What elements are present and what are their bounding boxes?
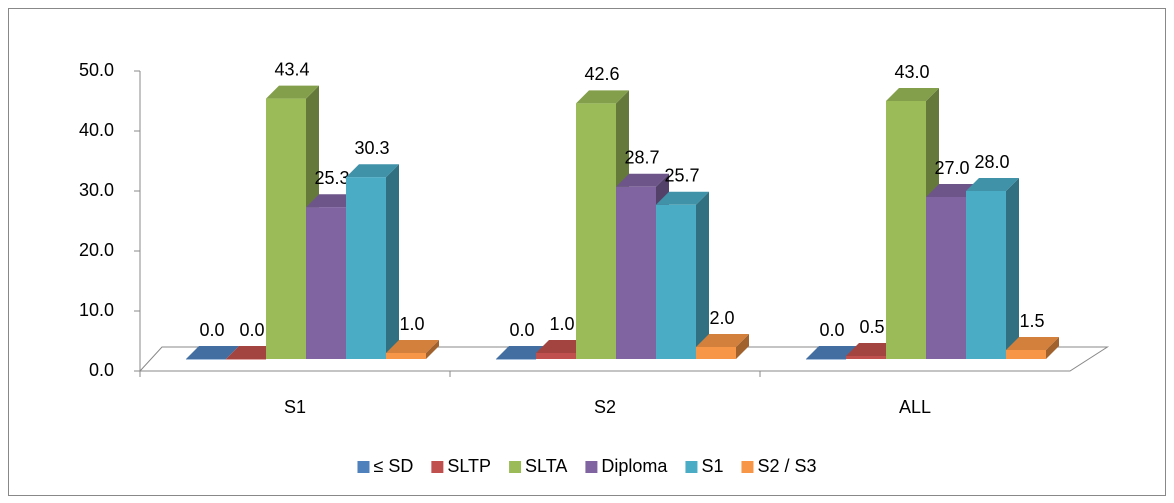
legend-label: S1 [701, 456, 723, 476]
bar-side [426, 340, 439, 359]
bar-top [226, 346, 279, 359]
bar-side [736, 334, 749, 359]
bar-group [496, 346, 549, 360]
legend-marker [357, 461, 370, 473]
legend-marker [585, 461, 598, 473]
bar [656, 204, 696, 359]
bar [226, 359, 266, 360]
bar-top [1006, 337, 1059, 350]
bar-group [186, 346, 239, 360]
y-tick-label: 20.0 [79, 240, 114, 260]
data-label: 1.5 [1019, 311, 1044, 331]
bar-top [266, 85, 319, 99]
bar-top [846, 343, 899, 356]
y-tick-label: 50.0 [79, 60, 114, 80]
bar-top [616, 173, 669, 187]
bar [616, 186, 656, 359]
bar [576, 103, 616, 360]
bar-top [306, 194, 359, 208]
x-tick-label: S1 [284, 397, 306, 417]
y-tick-label: 0.0 [89, 360, 114, 380]
legend-label: SLTA [525, 456, 567, 476]
bar-side [386, 164, 399, 359]
bar-group [656, 191, 709, 359]
legend-label: Diploma [601, 456, 668, 476]
data-label: 0.0 [199, 320, 224, 340]
data-label: 28.7 [624, 148, 659, 168]
bar-side [696, 191, 709, 359]
legend-marker [741, 461, 754, 473]
legend-label: SLTP [447, 456, 491, 476]
bar [346, 177, 386, 359]
data-label: 43.4 [274, 59, 309, 79]
data-label: 0.0 [239, 320, 264, 340]
bar-group [226, 346, 279, 360]
data-label: 25.3 [314, 168, 349, 188]
bar-top [536, 340, 589, 353]
bar [806, 359, 846, 360]
bar-side [1006, 178, 1019, 359]
data-label: 2.0 [709, 308, 734, 328]
bar [966, 191, 1006, 359]
data-label: 0.5 [859, 317, 884, 337]
bar-top [656, 191, 709, 205]
bar [846, 356, 886, 359]
bar [186, 359, 226, 360]
bar-top [696, 334, 749, 347]
data-label: 1.0 [549, 314, 574, 334]
data-label: 1.0 [399, 314, 424, 334]
data-label: 27.0 [934, 158, 969, 178]
bar-group [966, 178, 1019, 359]
bar [1006, 350, 1046, 359]
bar [886, 101, 926, 359]
bar [306, 207, 346, 359]
y-tick-label: 10.0 [79, 300, 114, 320]
bar-top [186, 346, 239, 359]
bar-group [576, 90, 629, 360]
bar [696, 347, 736, 359]
bar-top [926, 184, 979, 197]
data-label: 30.3 [354, 138, 389, 158]
bar [536, 353, 576, 359]
bar [926, 197, 966, 359]
bar-group [806, 346, 859, 360]
data-label: 43.0 [894, 62, 929, 82]
bar-top [576, 90, 629, 104]
bar-group [386, 340, 439, 359]
legend-marker [685, 461, 698, 473]
data-label: 0.0 [509, 320, 534, 340]
data-label: 42.6 [584, 64, 619, 84]
bar-top [346, 164, 399, 178]
bar-top [966, 178, 1019, 191]
legend-label: ≤ SD [373, 456, 413, 476]
x-tick-label: ALL [899, 397, 931, 417]
bar-top [386, 340, 439, 353]
legend-marker [431, 461, 444, 473]
data-label: 25.7 [664, 166, 699, 186]
bar [496, 359, 536, 360]
bar [386, 353, 426, 359]
y-tick-label: 40.0 [79, 120, 114, 140]
legend-label: S2 / S3 [757, 456, 816, 476]
data-label: 28.0 [974, 152, 1009, 172]
bar-group [346, 164, 399, 359]
bar-top [886, 88, 939, 101]
y-tick-label: 30.0 [79, 180, 114, 200]
legend-marker [509, 461, 522, 473]
x-tick-label: S2 [594, 397, 616, 417]
bar-side [1046, 337, 1059, 359]
bar [266, 98, 306, 359]
bar-group [696, 334, 749, 359]
data-label: 0.0 [819, 320, 844, 340]
bar-group [1006, 337, 1059, 359]
bar-top [496, 346, 549, 359]
bar-top [806, 346, 859, 359]
